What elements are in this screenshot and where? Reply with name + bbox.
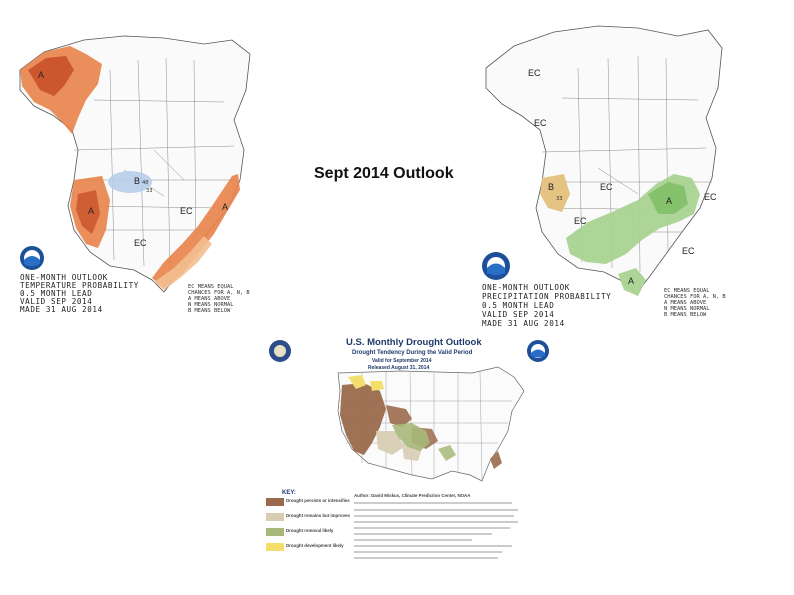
temp-label-ec2: EC — [134, 238, 147, 248]
precip-label-a2: A — [628, 276, 634, 286]
key-swatch-improves — [266, 513, 284, 521]
temp-label-b1-pct: 40 — [142, 180, 149, 186]
drought-fine-print — [354, 502, 518, 559]
key-swatch-removal — [266, 528, 284, 536]
temp-footer-line-2: TEMPERATURE PROBABILITY — [20, 281, 139, 290]
temperature-outlook-map: A B 40 33 EC EC A A ONE-MONTH OUTLOOK TE… — [14, 30, 262, 316]
noaa-logo-icon — [527, 340, 549, 362]
precip-footer-line-5: MADE 31 AUG 2014 — [482, 319, 565, 328]
precip-label-ec4: EC — [704, 192, 717, 202]
precipitation-outlook-map: EC EC EC EC EC EC A A B 33 ONE-MONTH OUT… — [478, 18, 728, 330]
temp-label-ec1: EC — [180, 206, 193, 216]
key-item-removal: Drought removal likely — [286, 528, 334, 533]
key-item-improves: Drought remains but improves — [286, 513, 350, 518]
drought-released: Released August 31, 2014 — [368, 365, 429, 371]
precip-label-ec2: EC — [534, 118, 547, 128]
precip-legend-line-3: A MEANS ABOVE — [664, 300, 706, 306]
noaa-logo-icon — [482, 252, 510, 280]
temp-legend-line-1: EC MEANS EQUAL — [188, 284, 233, 290]
slide-title: Sept 2014 Outlook — [314, 165, 454, 182]
temp-legend-line-2: CHANCES FOR A, N, B — [188, 290, 250, 296]
key-swatch-development — [266, 543, 284, 551]
drought-valid: Valid for September 2014 — [372, 358, 432, 364]
temp-label-a3: A — [222, 202, 228, 212]
precip-legend-line-2: CHANCES FOR A, N, B — [664, 294, 726, 300]
key-swatch-persists — [266, 498, 284, 506]
drought-author: Author: David Miskus, Climate Prediction… — [354, 493, 471, 498]
temp-label-a2: A — [88, 206, 94, 216]
precip-label-b1: B — [548, 182, 554, 192]
precip-footer-line-2: PRECIPITATION PROBABILITY — [482, 292, 611, 301]
precip-legend-line-5: B MEANS BELOW — [664, 312, 707, 318]
temp-footer-line-1: ONE-MONTH OUTLOOK — [20, 273, 108, 282]
precip-label-ec3: EC — [600, 182, 613, 192]
noaa-seal-icon — [269, 340, 291, 362]
precip-label-ec1: EC — [528, 68, 541, 78]
precip-legend-line-4: N MEANS NORMAL — [664, 306, 709, 312]
precip-footer-line-1: ONE-MONTH OUTLOOK — [482, 283, 570, 292]
precip-legend-line-1: EC MEANS EQUAL — [664, 288, 709, 294]
temp-footer-line-4: VALID SEP 2014 — [20, 297, 92, 306]
precip-footer-line-4: VALID SEP 2014 — [482, 310, 554, 319]
precip-label-b1-pct: 33 — [556, 196, 563, 202]
temp-legend-line-3: A MEANS ABOVE — [188, 296, 230, 302]
temp-legend-line-4: N MEANS NORMAL — [188, 302, 233, 308]
temp-footer-line-5: MADE 31 AUG 2014 — [20, 305, 103, 314]
temp-label-b1: B — [134, 176, 140, 186]
precip-label-ec6: EC — [682, 246, 695, 256]
precip-label-a1: A — [666, 196, 672, 206]
temp-legend-line-5: B MEANS BELOW — [188, 308, 231, 314]
key-item-persists: Drought persists or intensifies — [286, 498, 350, 503]
key-item-development: Drought development likely — [286, 543, 344, 548]
temp-label-b1-pct2: 33 — [146, 188, 153, 194]
temp-footer-line-3: 0.5 MONTH LEAD — [20, 289, 92, 298]
drought-outlook-map: U.S. Monthly Drought Outlook Drought Ten… — [262, 331, 554, 563]
drought-title: U.S. Monthly Drought Outlook — [346, 337, 482, 348]
precip-footer-line-3: 0.5 MONTH LEAD — [482, 301, 554, 310]
noaa-logo-icon — [20, 246, 44, 270]
precip-label-ec5: EC — [574, 216, 587, 226]
drought-key-label: KEY: — [282, 490, 296, 496]
temp-label-a1: A — [38, 70, 44, 80]
drought-subtitle: Drought Tendency During the Valid Period — [352, 350, 473, 356]
